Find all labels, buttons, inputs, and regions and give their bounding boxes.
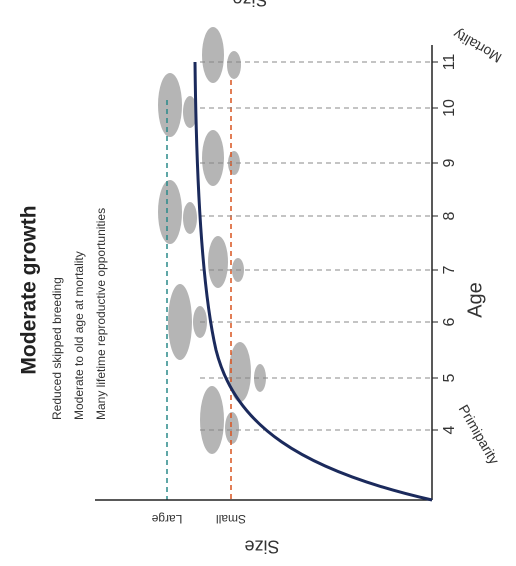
age-label: Age [464, 282, 486, 318]
age-guides [200, 61, 432, 431]
age-tick-label: 5 [441, 373, 458, 382]
bullet: Moderate to old age at mortality [72, 251, 86, 420]
title: Moderate growth [18, 205, 41, 374]
mortality-label: Mortality [450, 26, 504, 66]
small-label: Small [216, 512, 246, 526]
size-label: Size [244, 536, 279, 556]
primiparity-label: Primiparity [456, 402, 503, 467]
age-tick-label: 9 [441, 158, 458, 167]
bullet: Many lifetime reproductive opportunities [94, 208, 108, 420]
fish-silhouettes [158, 27, 266, 454]
age-tick-label: 7 [441, 265, 458, 274]
age-tick-label: 4 [441, 425, 458, 434]
age-tick-label: 11 [441, 54, 458, 71]
age-ticks: 4 5 6 7 8 9 10 11 [432, 54, 458, 434]
bullet: Reduced skipped breeding [50, 277, 64, 420]
age-tick-label: 8 [441, 211, 458, 220]
age-tick-label: 10 [441, 99, 458, 117]
top-size-label: Size [232, 0, 267, 9]
age-tick-label: 6 [441, 317, 458, 326]
large-label: Large [151, 512, 182, 526]
growth-curve [193, 61, 433, 502]
